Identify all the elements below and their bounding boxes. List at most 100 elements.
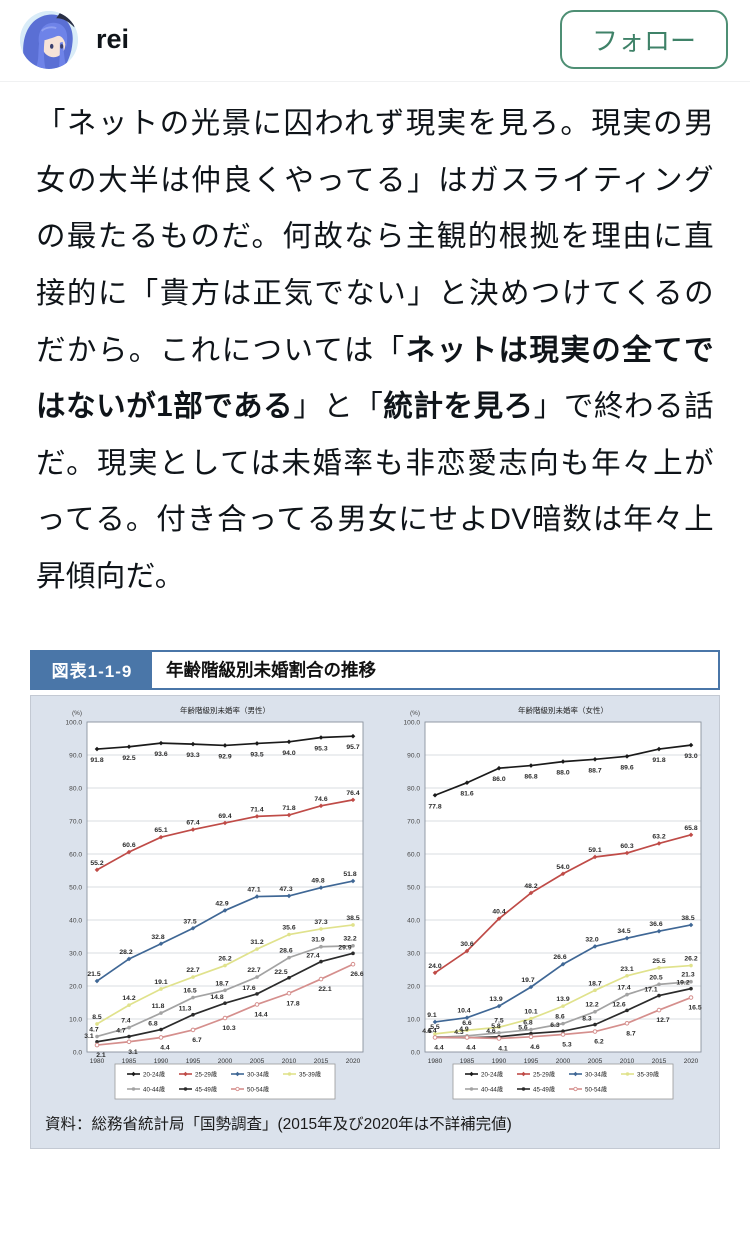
svg-text:14.8: 14.8: [210, 994, 223, 1001]
male-unmarried-rate-chart: 年齢階級別未婚率（男性） 0.0 10.0 20.0 30.0 40.0 50.0 60.0 7…: [65, 705, 364, 1100]
username[interactable]: rei: [96, 24, 130, 54]
svg-text:59.1: 59.1: [588, 847, 601, 854]
svg-text:60.6: 60.6: [122, 842, 135, 849]
svg-text:60.0: 60.0: [407, 851, 420, 858]
svg-text:25-29歳: 25-29歳: [195, 1070, 217, 1078]
svg-text:88.7: 88.7: [588, 767, 601, 774]
svg-text:8.3: 8.3: [582, 1015, 592, 1022]
svg-text:48.2: 48.2: [524, 883, 537, 890]
svg-text:32.2: 32.2: [343, 935, 356, 942]
svg-text:26.6: 26.6: [350, 971, 363, 978]
svg-text:2000: 2000: [556, 1058, 571, 1065]
svg-text:4.1: 4.1: [498, 1045, 508, 1052]
svg-text:11.3: 11.3: [179, 1005, 192, 1012]
svg-text:50-54歳: 50-54歳: [585, 1085, 607, 1093]
avatar-image: [20, 10, 78, 69]
svg-text:1995: 1995: [524, 1058, 539, 1065]
svg-text:4.5: 4.5: [422, 1028, 432, 1035]
svg-text:92.9: 92.9: [218, 753, 231, 760]
svg-text:30-34歳: 30-34歳: [585, 1070, 607, 1078]
svg-text:26.6: 26.6: [553, 954, 566, 961]
svg-text:10.4: 10.4: [457, 1007, 470, 1014]
svg-text:80.0: 80.0: [407, 785, 420, 792]
svg-text:100.0: 100.0: [403, 719, 420, 726]
figure-source-note: 資料：総務省統計局「国勢調査」(2015年及び2020年は不詳補完値): [45, 1115, 512, 1133]
svg-text:4.9: 4.9: [459, 1025, 469, 1032]
svg-text:19.1: 19.1: [154, 979, 167, 986]
svg-text:2005: 2005: [588, 1058, 603, 1065]
svg-text:2015: 2015: [314, 1058, 329, 1065]
svg-text:20-24歳: 20-24歳: [481, 1070, 503, 1078]
svg-text:28.6: 28.6: [279, 947, 292, 954]
svg-text:16.5: 16.5: [688, 1004, 701, 1011]
svg-text:6.6: 6.6: [462, 1020, 472, 1027]
svg-text:60.0: 60.0: [69, 851, 82, 858]
follow-button[interactable]: フォロー: [559, 10, 728, 69]
svg-text:5.6: 5.6: [518, 1024, 528, 1031]
svg-text:45-49歳: 45-49歳: [533, 1085, 555, 1093]
svg-text:60.3: 60.3: [620, 843, 633, 850]
svg-text:22.7: 22.7: [247, 967, 260, 974]
svg-text:35-39歳: 35-39歳: [299, 1070, 321, 1078]
svg-text:18.7: 18.7: [588, 980, 601, 987]
svg-text:8.7: 8.7: [626, 1030, 636, 1037]
svg-text:16.5: 16.5: [183, 987, 196, 994]
svg-text:91.8: 91.8: [90, 757, 103, 764]
svg-text:26.2: 26.2: [218, 955, 231, 962]
svg-text:90.0: 90.0: [407, 752, 420, 759]
svg-text:2020: 2020: [346, 1058, 361, 1065]
svg-text:4.4: 4.4: [427, 1027, 437, 1034]
svg-text:89.6: 89.6: [620, 764, 633, 771]
svg-text:0.0: 0.0: [411, 1049, 420, 1056]
svg-text:5.5: 5.5: [430, 1023, 440, 1030]
svg-text:19.2: 19.2: [676, 979, 689, 986]
svg-text:20.0: 20.0: [407, 983, 420, 990]
avatar[interactable]: [20, 10, 78, 69]
svg-text:8.6: 8.6: [555, 1013, 565, 1020]
svg-text:0.0: 0.0: [73, 1049, 82, 1056]
svg-text:32.0: 32.0: [585, 936, 598, 943]
svg-text:2010: 2010: [282, 1058, 297, 1065]
svg-text:4.6: 4.6: [486, 1027, 496, 1034]
svg-text:20.0: 20.0: [69, 983, 82, 990]
svg-text:10.1: 10.1: [524, 1008, 537, 1015]
svg-text:4.4: 4.4: [160, 1044, 170, 1051]
svg-text:76.4: 76.4: [346, 790, 359, 797]
svg-text:93.6: 93.6: [154, 751, 167, 758]
svg-text:19.7: 19.7: [521, 977, 534, 984]
svg-text:50-54歳: 50-54歳: [247, 1085, 269, 1093]
female-unmarried-rate-chart: 年齢階級別未婚率（女性） 0.0 10.0 20.0 30.0 40.0 50.0 60.0 7…: [403, 705, 702, 1100]
svg-text:17.4: 17.4: [617, 984, 630, 991]
svg-text:71.4: 71.4: [250, 806, 263, 813]
svg-text:70.0: 70.0: [407, 818, 420, 825]
svg-text:69.4: 69.4: [218, 813, 231, 820]
svg-text:(%): (%): [72, 710, 82, 717]
svg-text:42.9: 42.9: [215, 900, 228, 907]
svg-text:5.3: 5.3: [562, 1041, 572, 1048]
svg-text:47.1: 47.1: [247, 886, 260, 893]
svg-text:1985: 1985: [460, 1058, 475, 1065]
svg-text:22.5: 22.5: [274, 968, 287, 975]
svg-text:17.8: 17.8: [286, 1000, 299, 1007]
embedded-chart-image[interactable]: 図表1-1-9 年齢階級別未婚割合の推移 年齢階級別未婚率（男性） 0.0 10.0…: [30, 649, 720, 1149]
svg-text:30.6: 30.6: [460, 941, 473, 948]
svg-text:38.5: 38.5: [346, 915, 359, 922]
svg-text:1980: 1980: [428, 1058, 443, 1065]
svg-text:3.1: 3.1: [84, 1032, 94, 1039]
svg-text:31.2: 31.2: [250, 939, 263, 946]
svg-text:29.9: 29.9: [338, 944, 351, 951]
svg-text:2020: 2020: [684, 1058, 699, 1065]
svg-text:6.2: 6.2: [594, 1038, 604, 1045]
svg-text:18.7: 18.7: [215, 980, 228, 987]
svg-text:31.9: 31.9: [311, 936, 324, 943]
charts-row: 年齢階級別未婚率（男性） 0.0 10.0 20.0 30.0 40.0 50.0 60.0 7…: [39, 704, 711, 1108]
svg-text:年齢階級別未婚率（女性）: 年齢階級別未婚率（女性）: [518, 705, 608, 715]
svg-text:14.2: 14.2: [122, 995, 135, 1002]
svg-text:6.7: 6.7: [192, 1037, 202, 1044]
svg-text:24.0: 24.0: [428, 962, 441, 969]
svg-text:4.7: 4.7: [89, 1026, 99, 1033]
svg-text:67.4: 67.4: [186, 819, 199, 826]
svg-text:2015: 2015: [652, 1058, 667, 1065]
svg-text:95.7: 95.7: [346, 744, 359, 751]
svg-text:2000: 2000: [218, 1058, 233, 1065]
